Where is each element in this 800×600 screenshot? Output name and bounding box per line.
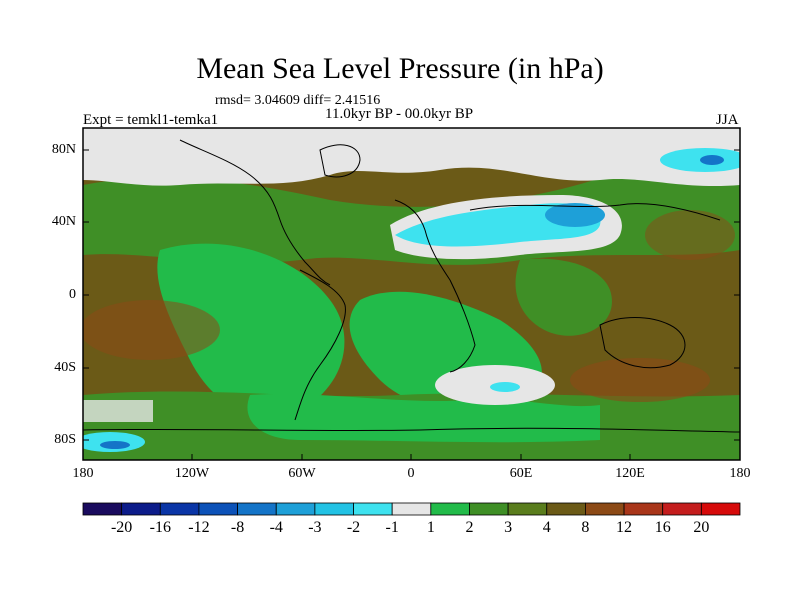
- colorbar-label: -2: [346, 519, 361, 536]
- colorbar-swatch: [353, 502, 393, 516]
- green-americas-patch: [157, 243, 345, 417]
- lat-label-80n: 80N: [51, 142, 76, 157]
- lon-label-60w: 60W: [288, 466, 316, 481]
- colorbar-swatch: [700, 502, 741, 516]
- stats-subtitle: rmsd= 3.04609 diff= 2.41516: [215, 93, 381, 108]
- lat-label-0: 0: [69, 287, 76, 302]
- map-title: Mean Sea Level Pressure (in hPa): [196, 52, 604, 85]
- axis-ticks: [82, 149, 741, 460]
- colorbar-swatch: [275, 502, 316, 516]
- colorbar-label: -3: [308, 519, 322, 536]
- white-antarctic-west: [83, 400, 153, 422]
- colorbar-swatch: [469, 502, 509, 516]
- colorbar-swatch: [623, 502, 664, 516]
- colorbar-swatch: [314, 502, 354, 516]
- blue-arctic-east: [700, 155, 724, 165]
- colorbar-label: 20: [693, 519, 710, 536]
- lon-label-120w: 120W: [174, 466, 210, 481]
- colorbar-swatch: [430, 502, 470, 516]
- white-arctic-low: [83, 128, 740, 187]
- colorbar-swatch: [159, 502, 200, 516]
- colorbar-label: -1: [385, 519, 399, 536]
- colorbar-label: 1: [426, 519, 435, 536]
- lat-label-40s: 40S: [54, 360, 76, 375]
- colorbar-swatch: [507, 502, 548, 516]
- lon-label-180w: 180: [72, 466, 94, 481]
- lon-label-180e: 180: [729, 466, 751, 481]
- pressure-field: [83, 128, 740, 460]
- colorbar-label: -4: [269, 519, 283, 536]
- colorbar-label: -12: [188, 519, 210, 536]
- colorbar-label: 12: [616, 519, 633, 536]
- colorbar: [82, 502, 741, 516]
- colorbar-label: 3: [504, 519, 513, 536]
- brown-south-indian: [570, 358, 710, 402]
- colorbar-swatch: [198, 502, 238, 516]
- colorbar-swatch: [121, 502, 161, 516]
- colorbar-swatch: [546, 502, 586, 516]
- lat-label-80s: 80S: [54, 432, 76, 447]
- colorbar-label: -20: [110, 519, 133, 536]
- blue-asia-core: [545, 203, 605, 227]
- lon-label-60e: 60E: [509, 466, 533, 481]
- colorbar-label: 8: [581, 519, 590, 536]
- colorbar-label: -8: [230, 519, 245, 536]
- season-label: JJA: [716, 112, 739, 128]
- colorbar-swatch: [585, 502, 625, 516]
- colorbar-label: 16: [654, 519, 671, 536]
- colorbar-label: -16: [149, 519, 171, 536]
- colorbar-label: 2: [465, 519, 474, 536]
- experiment-label: Expt = temkl1-temka1: [83, 112, 219, 128]
- colorbar-label: 4: [542, 519, 551, 536]
- colorbar-swatch: [662, 502, 702, 516]
- period-label: 11.0kyr BP - 00.0kyr BP: [325, 106, 474, 122]
- lon-label-0: 0: [407, 466, 415, 481]
- colorbar-swatch: [82, 502, 123, 516]
- brown-north-pacific: [645, 210, 735, 260]
- lon-label-120e: 120E: [615, 466, 645, 481]
- lat-label-40n: 40N: [51, 214, 76, 229]
- green-indian-patch: [515, 258, 612, 336]
- cyan-south-atlantic: [490, 382, 520, 392]
- brown-south-pacific: [83, 300, 220, 360]
- coastlines: [83, 139, 740, 433]
- colorbar-swatch: [237, 502, 277, 516]
- colorbar-swatch: [391, 502, 432, 516]
- blue-antarctic-west: [100, 441, 130, 449]
